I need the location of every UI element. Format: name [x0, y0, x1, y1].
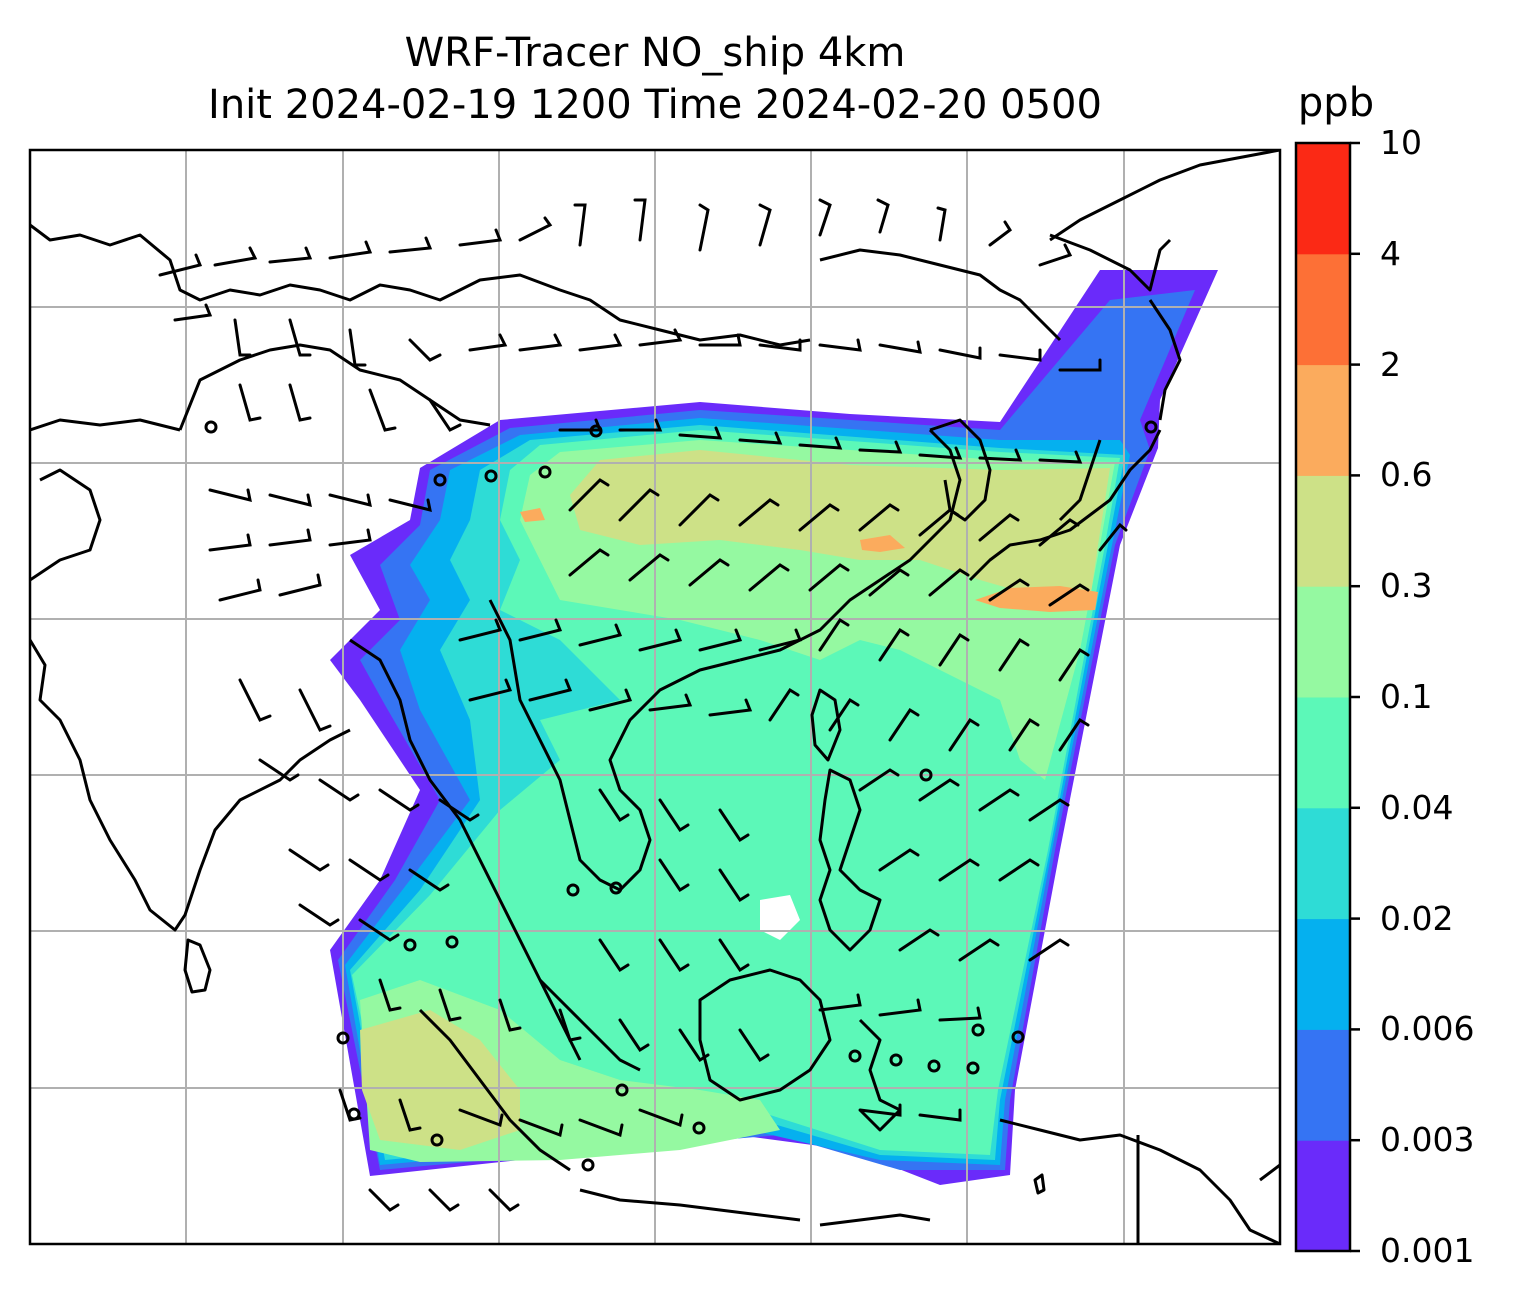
- colorbar-swatch: [1296, 143, 1350, 255]
- field-layer-yellowgreen-south: [360, 1010, 520, 1150]
- colorbar-tick-label: 10: [1380, 123, 1422, 162]
- map-frame: [28, 148, 1282, 1246]
- colorbar-swatch: [1296, 807, 1350, 920]
- colorbar: [1294, 141, 1360, 1253]
- colorbar-tick-label: 0.001: [1380, 1231, 1475, 1270]
- colorbar-tick-label: 0.3: [1380, 566, 1433, 606]
- chart-title-line1: WRF-Tracer NO_ship 4km: [404, 30, 906, 76]
- coastlines: [30, 150, 1280, 1244]
- field-layer-yellowgreen: [570, 450, 1110, 600]
- colorbar-tick-label: 4: [1380, 233, 1401, 273]
- colorbar-swatch: [1296, 697, 1350, 809]
- wind-barbs: [158, 198, 1128, 1212]
- chart-title-line2: Init 2024-02-19 1200 Time 2024-02-20 050…: [208, 82, 1102, 128]
- colorbar-swatch: [1296, 918, 1350, 1030]
- field-layer-orange-2: [860, 535, 905, 552]
- colorbar-swatch: [1296, 1140, 1350, 1252]
- colorbar-unit-label: ppb: [1297, 80, 1375, 126]
- field-layer-orange-3: [520, 508, 545, 522]
- colorbar-swatch: [1296, 253, 1350, 366]
- colorbar-swatch: [1296, 1029, 1350, 1141]
- field-gap: [760, 895, 800, 940]
- gridlines: [30, 150, 1280, 1244]
- colorbar-swatch: [1296, 586, 1350, 698]
- colorbar-swatch: [1296, 364, 1350, 476]
- colorbar-tick-label: 0.6: [1380, 455, 1433, 495]
- colorbar-tick-label: 0.02: [1380, 898, 1454, 938]
- colorbar-swatch: [1296, 475, 1350, 587]
- colorbar-tick-label: 0.003: [1380, 1120, 1475, 1160]
- tracer-field: [330, 270, 1218, 1185]
- colorbar-tick-label: 0.1: [1380, 677, 1433, 716]
- colorbar-tick-label: 2: [1380, 344, 1401, 384]
- colorbar-tick-label: 0.006: [1380, 1009, 1475, 1049]
- map-area: [30, 150, 1280, 1244]
- calm-markers: [204, 420, 1158, 1172]
- colorbar-tick-label: 0.04: [1380, 787, 1454, 827]
